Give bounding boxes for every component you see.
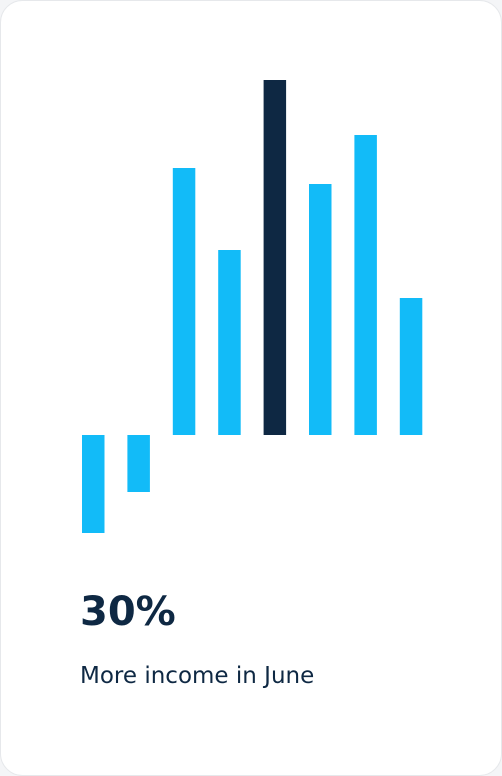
headline: 30% bbox=[80, 589, 176, 635]
subtitle: More income in June bbox=[80, 663, 314, 689]
bar bbox=[172, 168, 196, 435]
bar bbox=[399, 298, 423, 435]
bar bbox=[127, 435, 150, 492]
bar bbox=[82, 435, 105, 533]
bar bbox=[218, 250, 241, 435]
bar bbox=[354, 135, 377, 435]
bar bbox=[263, 80, 287, 435]
bar bbox=[309, 184, 332, 435]
